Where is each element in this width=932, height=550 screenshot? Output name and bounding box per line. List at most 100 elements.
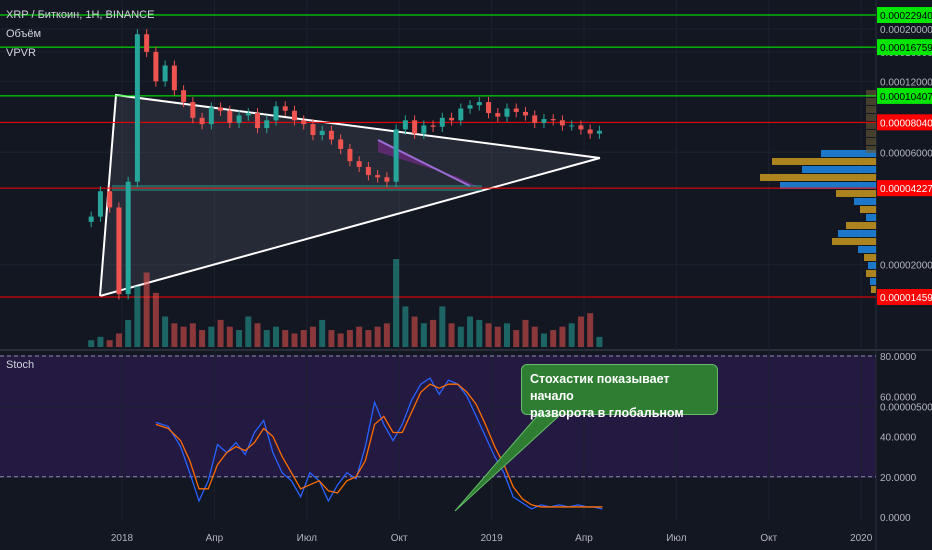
candle-body [310,124,316,136]
volume-bar [217,319,224,347]
vpvr-bar [864,254,876,261]
x-tick-label: Июл [666,533,686,544]
volume-bar [180,326,187,347]
candle-body [107,191,113,208]
candle-body [162,65,168,82]
level-label: 0.00010407 [880,92,932,103]
x-tick-label: Окт [760,533,777,544]
wedge-upper-line [377,139,471,187]
price-tick-label: 0.00002000 [880,261,932,272]
candle-body [134,34,140,182]
volume-bar [236,330,243,347]
candle-body [430,125,436,127]
stoch-tick-label: 40.0000 [880,433,917,444]
volume-bar [540,333,547,347]
vpvr-bar [870,278,876,285]
candle-body [181,90,187,103]
volume-bar [208,326,215,347]
x-tick-label: Апр [575,533,593,544]
x-tick-label: Окт [391,533,408,544]
candle-body [328,130,334,140]
candle-body [199,117,205,125]
price-tick-label: 0.00006000 [880,148,932,159]
candle-body [319,130,325,136]
wedge-fill [378,140,481,188]
x-tick-label: 2020 [850,533,873,544]
vpvr-legend: VPVR [6,47,36,59]
x-tick-label: 2019 [480,533,503,544]
volume-bar [402,306,409,347]
volume-bar [448,323,455,347]
volume-bar [346,330,353,347]
volume-bar [273,326,279,347]
volume-bar [411,316,418,347]
candle-body [171,65,177,91]
stoch-tick-label: 60.0000 [880,392,917,403]
annotation-callout: Стохастик показывает начало разворота в … [521,364,718,420]
stoch-legend: Stoch [6,359,35,371]
candle-body [476,102,482,106]
volume-bar [282,330,289,347]
vpvr-bar [866,90,876,97]
volume-bar [189,323,196,347]
vpvr-bar [846,222,876,229]
vpvr-bar [866,130,876,137]
vpvr-bar [772,158,876,165]
stoch-k-line [155,377,603,510]
volume-bar [263,330,270,347]
vpvr-bar [780,182,876,189]
candle-body [569,125,575,127]
volume-bar [504,323,510,347]
volume-bar [596,336,603,347]
volume-bar [587,313,594,347]
price-tick-label: 0.00000500 [880,403,932,414]
level-label: 0.00008040 [880,118,932,129]
volume-bar [245,316,252,347]
volume-bar [152,292,159,347]
vpvr-bar [866,146,876,153]
candle-body [439,117,445,127]
vpvr-bar [866,214,876,221]
level-label: 0.00001459 [880,293,932,304]
candle-body [504,108,510,117]
volume-bar [383,323,390,347]
volume-bar [106,340,113,347]
candle-body [375,175,381,178]
stoch-d-line [155,383,603,508]
volume-bar [291,333,298,347]
level-label: 0.00016759 [880,43,932,54]
volume-bar [319,319,326,347]
volume-bar [309,326,316,347]
candle-body [449,117,455,121]
vpvr-bar [866,98,876,105]
vpvr-bar [860,206,876,213]
vpvr-bar [868,262,876,269]
vpvr-bar [866,270,876,277]
volume-bar [457,326,464,347]
candle-body [522,111,528,116]
vpvr-bar [838,230,876,237]
volume-bar [577,316,584,347]
candle-body [190,102,196,118]
candle-body [88,216,94,222]
level-label-box [877,7,932,23]
candle-body [587,129,593,134]
vpvr-bar [760,174,876,181]
volume-bar [226,326,233,347]
candle-body [347,148,353,162]
level-label-box [877,114,932,131]
candle-body [245,113,251,116]
candle-body [458,108,464,121]
annotation-line-2: разворота в глобальном [530,406,684,420]
volume-bar [199,330,206,347]
volume-bar [374,326,381,347]
candle-body [513,108,519,112]
candle-body [144,34,150,52]
vpvr-bar [866,106,876,113]
candle-body [338,139,344,149]
vpvr-bar [821,150,876,157]
level-label-box [877,289,932,305]
candle-body [393,129,399,182]
candle-body [153,51,159,82]
